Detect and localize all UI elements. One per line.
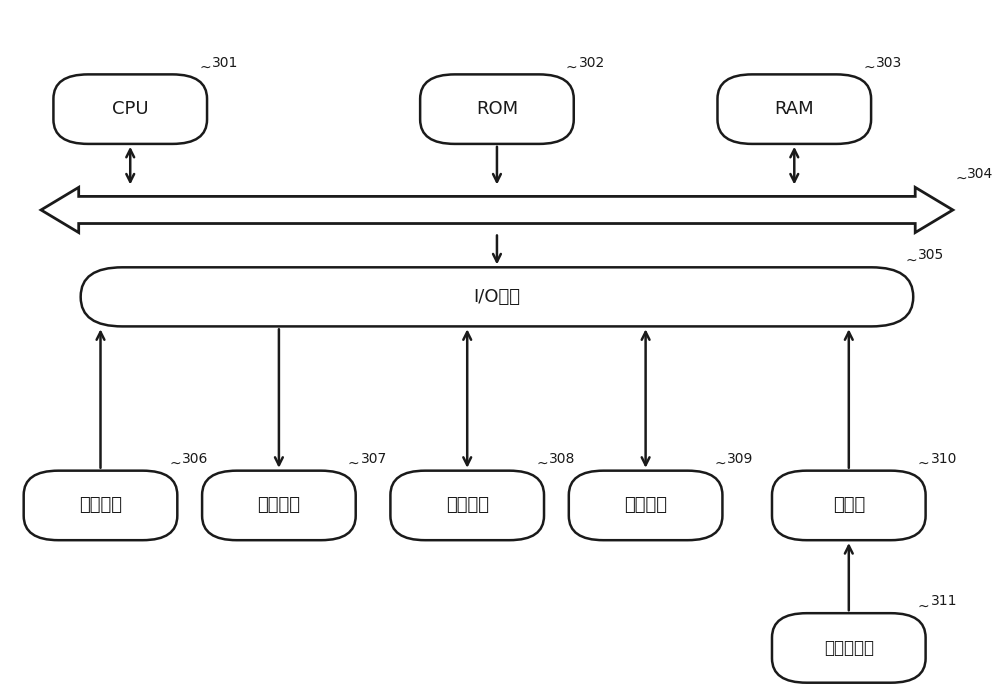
FancyBboxPatch shape <box>202 470 356 540</box>
Text: 310: 310 <box>931 452 957 466</box>
Text: I/O接口: I/O接口 <box>473 288 520 306</box>
Text: 输入部分: 输入部分 <box>79 496 122 514</box>
Text: ~: ~ <box>918 599 929 613</box>
Text: ~: ~ <box>956 171 967 185</box>
Text: ~: ~ <box>536 456 548 470</box>
Text: 307: 307 <box>361 452 387 466</box>
Text: 存储部分: 存储部分 <box>446 496 489 514</box>
Text: 301: 301 <box>212 56 238 70</box>
Text: ~: ~ <box>918 456 929 470</box>
Text: RAM: RAM <box>774 100 814 118</box>
Text: ~: ~ <box>199 61 211 75</box>
FancyBboxPatch shape <box>390 470 544 540</box>
FancyBboxPatch shape <box>420 75 574 144</box>
Text: ~: ~ <box>566 61 577 75</box>
Text: ~: ~ <box>348 456 359 470</box>
Text: 通信部分: 通信部分 <box>624 496 667 514</box>
Text: 311: 311 <box>931 594 957 609</box>
Text: ~: ~ <box>715 456 726 470</box>
FancyBboxPatch shape <box>772 613 926 683</box>
FancyBboxPatch shape <box>24 470 177 540</box>
Polygon shape <box>41 187 953 232</box>
Text: 302: 302 <box>579 56 605 70</box>
Text: 可拆卸介质: 可拆卸介质 <box>824 639 874 657</box>
Text: ~: ~ <box>169 456 181 470</box>
Text: ROM: ROM <box>476 100 518 118</box>
FancyBboxPatch shape <box>53 75 207 144</box>
FancyBboxPatch shape <box>772 470 926 540</box>
Text: 驱动器: 驱动器 <box>833 496 865 514</box>
Text: 304: 304 <box>967 167 993 181</box>
Text: 305: 305 <box>918 248 944 262</box>
Text: 308: 308 <box>549 452 575 466</box>
FancyBboxPatch shape <box>717 75 871 144</box>
Text: ~: ~ <box>863 61 875 75</box>
FancyBboxPatch shape <box>81 267 913 327</box>
Text: 输出部分: 输出部分 <box>257 496 300 514</box>
Text: CPU: CPU <box>112 100 149 118</box>
FancyBboxPatch shape <box>569 470 722 540</box>
Text: 309: 309 <box>727 452 754 466</box>
Text: 303: 303 <box>876 56 902 70</box>
Text: 306: 306 <box>182 452 209 466</box>
Text: ~: ~ <box>905 253 917 267</box>
